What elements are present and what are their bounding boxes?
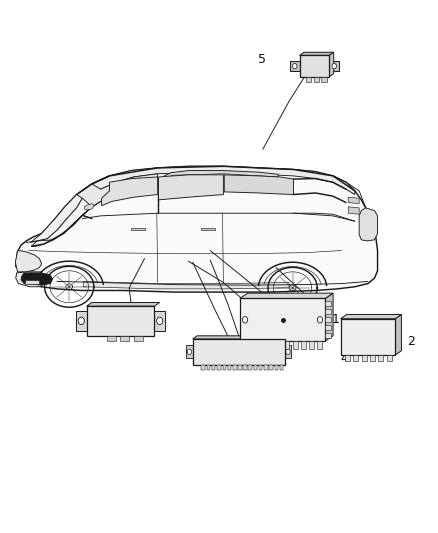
Polygon shape [87,306,154,336]
Polygon shape [340,314,401,319]
Polygon shape [325,309,332,314]
Polygon shape [159,175,223,200]
Polygon shape [321,77,327,82]
Polygon shape [285,345,291,358]
Polygon shape [395,314,401,355]
Polygon shape [345,355,350,361]
Circle shape [293,63,297,69]
Polygon shape [201,365,205,370]
Polygon shape [259,365,262,370]
Polygon shape [83,281,289,289]
Circle shape [78,317,84,325]
Polygon shape [186,345,193,358]
Polygon shape [268,341,273,349]
Text: 3: 3 [134,321,141,334]
Circle shape [187,349,192,354]
Polygon shape [154,311,165,331]
Text: 1: 1 [332,313,340,326]
Text: 4: 4 [341,352,349,365]
Polygon shape [223,365,226,370]
Polygon shape [228,365,231,370]
Polygon shape [370,355,375,361]
Polygon shape [92,166,355,196]
Polygon shape [248,365,252,370]
Polygon shape [193,336,289,339]
Text: 5: 5 [258,53,266,66]
Polygon shape [207,365,210,370]
Polygon shape [280,365,283,370]
Polygon shape [275,365,278,370]
Polygon shape [325,293,333,341]
Polygon shape [31,195,82,243]
Polygon shape [76,311,87,331]
Polygon shape [252,341,257,349]
Polygon shape [264,365,268,370]
Polygon shape [32,198,92,246]
Polygon shape [306,77,311,82]
Polygon shape [276,341,281,349]
Circle shape [332,63,336,69]
Polygon shape [329,61,339,71]
Polygon shape [269,365,273,370]
Polygon shape [387,355,392,361]
Polygon shape [102,177,158,206]
Circle shape [286,349,290,354]
Polygon shape [290,61,300,71]
Polygon shape [131,228,145,230]
Polygon shape [212,365,215,370]
Polygon shape [244,341,249,349]
Polygon shape [329,52,334,77]
Polygon shape [224,175,293,195]
Text: 2: 2 [407,335,415,348]
Polygon shape [233,365,237,370]
Polygon shape [217,365,221,370]
Polygon shape [285,341,290,349]
Polygon shape [314,77,319,82]
Polygon shape [325,325,332,329]
Polygon shape [25,280,39,284]
Polygon shape [359,208,378,241]
Polygon shape [309,341,314,349]
Polygon shape [325,333,332,337]
Polygon shape [325,301,332,306]
Polygon shape [243,365,247,370]
Circle shape [243,317,248,323]
Circle shape [317,317,322,323]
Polygon shape [120,336,129,341]
Polygon shape [362,355,367,361]
Polygon shape [238,365,242,370]
Polygon shape [348,207,359,214]
Polygon shape [300,52,334,55]
Polygon shape [107,336,116,341]
Polygon shape [77,174,158,215]
Polygon shape [348,197,359,204]
Polygon shape [87,302,159,306]
Polygon shape [134,336,143,341]
Polygon shape [240,293,333,298]
Polygon shape [21,273,53,285]
Polygon shape [301,341,306,349]
Polygon shape [16,272,42,287]
Polygon shape [325,317,332,322]
Polygon shape [317,341,322,349]
Polygon shape [85,204,94,210]
Polygon shape [201,228,215,230]
Polygon shape [353,355,358,361]
Polygon shape [164,171,278,181]
Polygon shape [260,341,265,349]
Polygon shape [240,298,325,341]
Circle shape [157,317,163,325]
Polygon shape [293,341,297,349]
Polygon shape [16,166,378,292]
Polygon shape [15,251,42,272]
Polygon shape [340,319,395,355]
Polygon shape [254,365,257,370]
Polygon shape [378,355,383,361]
Polygon shape [193,339,285,365]
Polygon shape [300,55,329,77]
